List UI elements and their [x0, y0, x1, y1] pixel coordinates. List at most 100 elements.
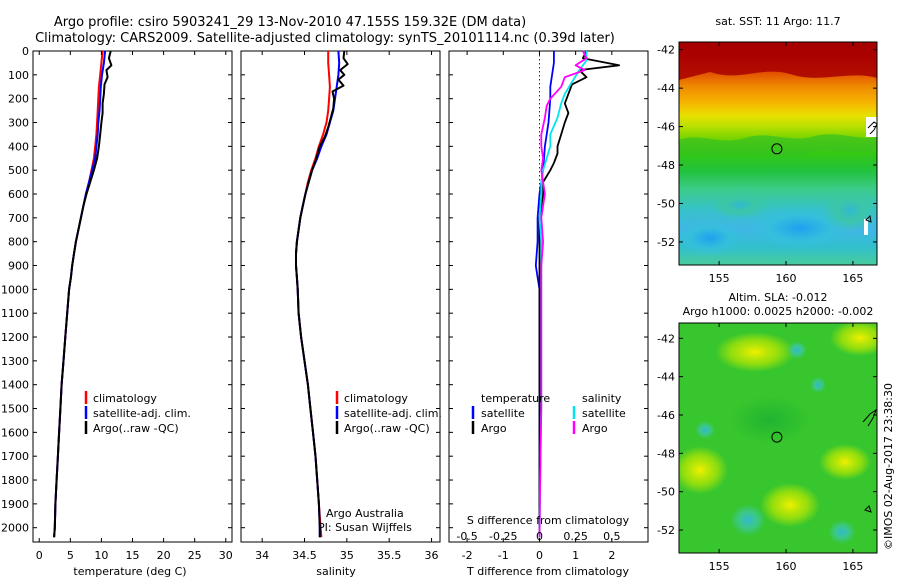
salinity-annotation-line1: Argo Australia — [326, 507, 404, 520]
salinity-legend-label-satellite: satellite-adj. clim. — [344, 407, 442, 420]
sla-low-patch-1 — [787, 341, 807, 359]
x-tick-label: 15 — [126, 549, 140, 562]
sla-low-patch-3 — [828, 520, 856, 544]
series-line-argo-raw-qc — [295, 50, 349, 538]
y-tick-label: 0 — [22, 45, 29, 58]
y-tick-label: 1600 — [1, 426, 29, 439]
x-tick-label: 35.5 — [377, 549, 402, 562]
map-y-tick-label: -48 — [657, 447, 675, 460]
legend-header-temperature: temperature — [481, 392, 550, 405]
sla-low-patch-5 — [810, 377, 826, 393]
temperature-legend-label-climatology: climatology — [93, 392, 157, 405]
x-tick-label: 34.5 — [292, 549, 317, 562]
x-tick-label: 1 — [572, 549, 579, 562]
sst-cool-patch-2 — [679, 220, 744, 256]
y-tick-label: 1400 — [1, 379, 29, 392]
sla-high-patch-1 — [715, 332, 795, 372]
y-tick-label: 1100 — [1, 307, 29, 320]
y-tick-label: 700 — [8, 212, 29, 225]
y-tick-label: 1300 — [1, 355, 29, 368]
salinity-axes-box — [240, 50, 441, 543]
sla-high-patch-4 — [760, 483, 820, 527]
map-y-tick-label: -50 — [657, 197, 675, 210]
map-y-tick-label: -42 — [657, 332, 675, 345]
x-tick-label: -1 — [498, 549, 509, 562]
salinity-panel: 34 34.5 35 35.5 36 salinity climatology sate… — [240, 50, 442, 578]
sst-map-panel: sat. SST: 11 Argo: 11.7 155 160 165 -42 -44 -… — [657, 15, 878, 285]
sla-map-box — [678, 322, 878, 554]
sla-map-panel: Altim. SLA: -0.012 Argo h1000: 0.0025 h2… — [657, 291, 878, 573]
sst-warm-band — [679, 42, 877, 80]
sst-argo-marker — [771, 143, 783, 155]
map-x-tick-label: 155 — [709, 560, 730, 573]
y-tick-label: 600 — [8, 188, 29, 201]
y-tick-label: 400 — [8, 140, 29, 153]
y-tick-label: 900 — [8, 260, 29, 273]
map-x-tick-label: 155 — [709, 272, 730, 285]
y-tick-label: 1200 — [1, 331, 29, 344]
series-line-argo-raw-qc — [53, 50, 113, 538]
s-tick-label: -0.5 — [456, 530, 477, 543]
temperature-legend-label-argo: Argo(..raw -QC) — [93, 422, 179, 435]
sla-argo-marker — [771, 431, 783, 443]
map-y-tick-label: -44 — [657, 82, 675, 95]
y-tick-label: 500 — [8, 164, 29, 177]
figure-title-line1: Argo profile: csiro 5903241_29 13-Nov-20… — [54, 15, 526, 30]
temperature-xlabel: temperature (deg C) — [73, 565, 186, 578]
s-tick-label: 0 — [536, 530, 543, 543]
x-tick-label: 36 — [425, 549, 439, 562]
x-tick-label: 5 — [67, 549, 74, 562]
x-tick-label: 34 — [255, 549, 269, 562]
sst-map-title: sat. SST: 11 Argo: 11.7 — [715, 15, 840, 28]
map-x-tick-label: 160 — [776, 272, 797, 285]
difference-panel: -2 -1 0 1 2 -0.5 -0.25 0 0.25 0.5 S difference fr… — [448, 50, 649, 578]
map-x-tick-label: 165 — [842, 272, 863, 285]
series-line-salinity-argo — [538, 50, 588, 538]
sst-cool-patch-4 — [710, 191, 770, 219]
sla-high-patch-3 — [679, 446, 728, 494]
x-tick-label: 10 — [94, 549, 108, 562]
map-y-tick-label: -42 — [657, 44, 675, 57]
map-x-tick-label: 165 — [842, 560, 863, 573]
sla-high-patch-2 — [830, 323, 877, 356]
sst-land-mask — [866, 117, 877, 137]
y-tick-label: 800 — [8, 236, 29, 249]
temperature-legend: climatology satellite-adj. clim. Argo(..… — [84, 391, 191, 435]
difference-axes-box — [448, 50, 649, 543]
y-tick-label: 1700 — [1, 450, 29, 463]
x-tick-label: 0 — [536, 549, 543, 562]
map-y-tick-label: -52 — [657, 524, 675, 537]
y-tick-label: 2000 — [1, 522, 29, 535]
sla-map-subtitle: Argo h1000: 0.0025 h2000: -0.002 — [683, 305, 874, 318]
y-tick-label: 1900 — [1, 498, 29, 511]
y-tick-label: 200 — [8, 93, 29, 106]
difference-xlabel-top: S difference from climatology — [467, 514, 630, 527]
sla-coastline — [862, 408, 878, 513]
x-tick-label: 30 — [219, 549, 233, 562]
s-tick-label: -0.25 — [489, 530, 517, 543]
map-x-tick-label: 160 — [776, 560, 797, 573]
map-y-tick-label: -46 — [657, 121, 675, 134]
difference-xlabel: T difference from climatology — [466, 565, 629, 578]
sla-low-patch-4 — [695, 421, 715, 439]
x-tick-label: 20 — [157, 549, 171, 562]
y-tick-label: 300 — [8, 117, 29, 130]
legend-label-sal-satellite: satellite — [582, 407, 626, 420]
salinity-xlabel: salinity — [316, 565, 356, 578]
x-tick-label: 25 — [188, 549, 202, 562]
map-y-tick-label: -44 — [657, 371, 675, 384]
sst-land-mask-2 — [864, 219, 868, 235]
legend-label-temp-argo: Argo — [481, 422, 507, 435]
temperature-legend-label-satellite: satellite-adj. clim. — [93, 407, 191, 420]
map-y-tick-label: -50 — [657, 486, 675, 499]
map-y-tick-label: -52 — [657, 236, 675, 249]
y-tick-label: 100 — [8, 69, 29, 82]
sla-high-patch-5 — [819, 444, 871, 480]
legend-label-sal-argo: Argo — [582, 422, 608, 435]
y-tick-label: 1000 — [1, 283, 29, 296]
map-y-tick-label: -46 — [657, 409, 675, 422]
series-line-temperature-argo — [538, 50, 620, 538]
temperature-panel: 0 5 10 15 20 25 300100200300400500600700800900… — [1, 45, 233, 578]
legend-header-salinity: salinity — [582, 392, 622, 405]
